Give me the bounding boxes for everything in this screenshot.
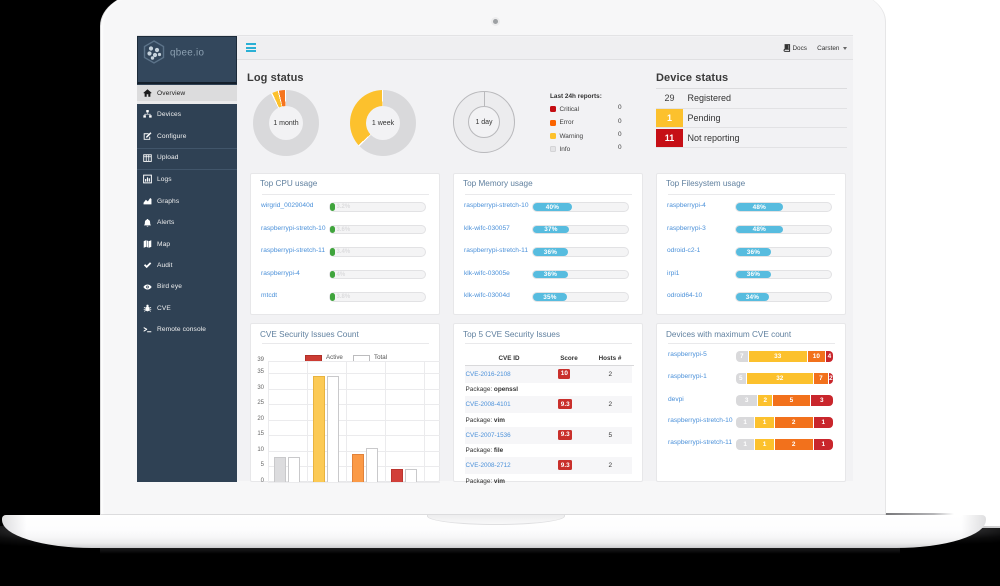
svg-text:qbee.io: qbee.io [170, 48, 204, 59]
